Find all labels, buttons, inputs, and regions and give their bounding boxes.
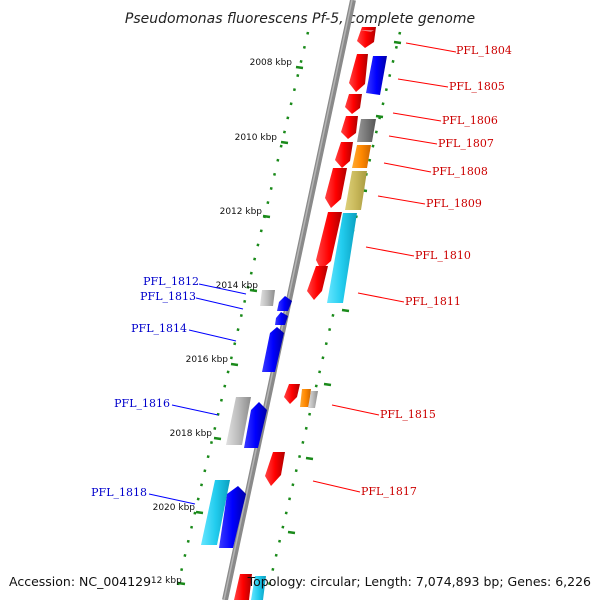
tick-mark bbox=[230, 362, 239, 367]
gene-label-PFL_1818[interactable]: PFL_1818 bbox=[91, 486, 147, 499]
callout-line bbox=[171, 404, 219, 416]
tick-mark bbox=[213, 436, 222, 441]
gene-blue[interactable] bbox=[275, 312, 288, 325]
kbp-label: 2010 kbp bbox=[235, 133, 278, 143]
kbp-label: 2020 kbp bbox=[153, 503, 196, 513]
gene-red[interactable] bbox=[341, 116, 358, 139]
gene-label-PFL_1817[interactable]: PFL_1817 bbox=[361, 485, 417, 498]
tick-mark bbox=[195, 510, 204, 515]
callout-line bbox=[405, 42, 457, 53]
callout-line bbox=[312, 480, 361, 493]
kbp-label: 2014 kbp bbox=[216, 281, 259, 291]
tick-mark bbox=[393, 40, 402, 45]
gene-red[interactable] bbox=[325, 168, 347, 208]
gene-PFL_1807[interactable] bbox=[357, 119, 376, 142]
gene-label-PFL_1804[interactable]: PFL_1804 bbox=[456, 44, 512, 57]
gene-red[interactable] bbox=[349, 54, 368, 92]
kbp-label: 2018 kbp bbox=[170, 429, 213, 439]
gene-PFL_1815[interactable] bbox=[284, 384, 300, 404]
gene-PFL_1805[interactable] bbox=[366, 56, 387, 95]
tick-mark bbox=[262, 214, 271, 219]
gene-label-PFL_1810[interactable]: PFL_1810 bbox=[415, 249, 471, 262]
callout-line bbox=[357, 292, 405, 303]
gene-label-PFL_1808[interactable]: PFL_1808 bbox=[432, 165, 488, 178]
tick-mark bbox=[280, 140, 289, 145]
gene-PFL_1809[interactable] bbox=[345, 171, 367, 210]
gene-red-bottom[interactable] bbox=[234, 574, 252, 600]
gene-blue[interactable] bbox=[219, 486, 246, 548]
gene-PFL_1804[interactable] bbox=[357, 27, 376, 48]
right-callout-lines bbox=[312, 42, 457, 493]
callout-line bbox=[388, 135, 438, 145]
gene-label-PFL_1811[interactable]: PFL_1811 bbox=[405, 295, 461, 308]
genome-title: Pseudomonas fluorescens Pf-5, complete g… bbox=[125, 11, 475, 27]
callout-line bbox=[148, 493, 196, 505]
gene-label-PFL_1815[interactable]: PFL_1815 bbox=[380, 408, 436, 421]
tick-mark bbox=[341, 308, 350, 313]
callout-line bbox=[331, 404, 380, 416]
gene-blue[interactable] bbox=[244, 402, 267, 448]
forward-strand-genes bbox=[234, 27, 387, 600]
gene-PFL_1818[interactable] bbox=[201, 480, 230, 545]
gene-PFL_1816[interactable] bbox=[226, 397, 251, 445]
callout-line bbox=[392, 112, 442, 122]
gene-silver[interactable] bbox=[308, 391, 318, 408]
tick-mark bbox=[375, 114, 384, 119]
gene-fragment bbox=[360, 30, 374, 32]
tick-mark bbox=[249, 288, 258, 293]
callout-line bbox=[198, 283, 247, 295]
gene-red[interactable] bbox=[335, 142, 353, 168]
gene-label-PFL_1806[interactable]: PFL_1806 bbox=[442, 114, 498, 127]
left-callout-lines bbox=[148, 283, 247, 505]
gene-PFL_1810[interactable] bbox=[316, 212, 342, 270]
gene-PFL_1814[interactable] bbox=[262, 327, 284, 372]
gene-PFL_1817[interactable] bbox=[265, 452, 285, 486]
gene-PFL_1813[interactable] bbox=[277, 296, 292, 311]
tick-mark bbox=[305, 456, 314, 461]
gene-PFL_1810-cyan[interactable] bbox=[327, 213, 357, 303]
callout-line bbox=[383, 162, 432, 173]
gene-PFL_1812[interactable] bbox=[260, 290, 275, 306]
kbp-label: 2016 kbp bbox=[186, 355, 229, 365]
tick-mark bbox=[295, 65, 304, 70]
callout-line bbox=[365, 246, 415, 257]
callout-line bbox=[188, 329, 237, 342]
callout-line bbox=[195, 297, 244, 310]
gene-label-PFL_1807[interactable]: PFL_1807 bbox=[438, 137, 494, 150]
gene-cyan-bottom[interactable] bbox=[251, 576, 266, 600]
callout-line bbox=[397, 78, 449, 88]
gene-PFL_1815-orange[interactable] bbox=[300, 389, 311, 407]
gene-label-PFL_1809[interactable]: PFL_1809 bbox=[426, 197, 482, 210]
gene-PFL_1808[interactable] bbox=[352, 145, 371, 168]
accession-text: Accession: NC_004129 bbox=[9, 574, 151, 589]
kbp-label-partial: ·12 kbp bbox=[148, 576, 182, 586]
kbp-label: 2008 kbp bbox=[250, 58, 293, 68]
gene-label-PFL_1812[interactable]: PFL_1812 bbox=[143, 275, 199, 288]
topology-text: Topology: circular; Length: 7,074,893 bp… bbox=[247, 574, 591, 589]
kbp-label: 2012 kbp bbox=[220, 207, 263, 217]
tick-mark bbox=[177, 581, 186, 586]
gene-label-PFL_1813[interactable]: PFL_1813 bbox=[140, 290, 196, 303]
gene-label-PFL_1805[interactable]: PFL_1805 bbox=[449, 80, 505, 93]
tick-mark bbox=[323, 382, 332, 387]
gene-label-PFL_1816[interactable]: PFL_1816 bbox=[114, 397, 170, 410]
reverse-strand-genes bbox=[201, 290, 292, 548]
gene-label-PFL_1814[interactable]: PFL_1814 bbox=[131, 322, 187, 335]
tick-mark bbox=[287, 530, 296, 535]
callout-line bbox=[377, 195, 426, 205]
gene-PFL_1806[interactable] bbox=[345, 94, 362, 114]
gene-PFL_1811[interactable] bbox=[307, 266, 328, 300]
